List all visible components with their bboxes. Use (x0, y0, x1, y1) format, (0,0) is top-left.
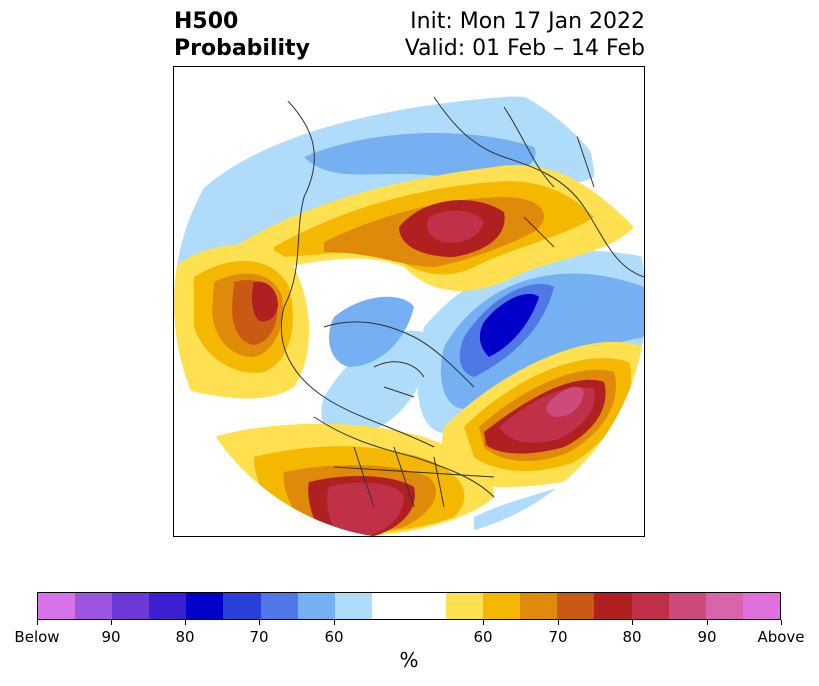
colorbar-segment (38, 593, 76, 619)
warm-us-core (327, 482, 404, 536)
colorbar-tick-label: 70 (249, 628, 269, 646)
colorbar-tick (483, 620, 484, 625)
colorbar-tick (334, 620, 335, 625)
colorbar-tick-label: 80 (622, 628, 642, 646)
warm-atlantic-peak (546, 386, 584, 417)
blue-core-east-deep (479, 294, 539, 357)
colorbar-segment (260, 593, 298, 619)
blue-core-north (304, 133, 536, 180)
colorbar-tick-label: Below (14, 628, 60, 646)
colorbar-segment (705, 593, 743, 619)
coastline-lines (280, 96, 644, 508)
colorbar-tick-label: 90 (697, 628, 717, 646)
colorbar-segment (371, 593, 447, 619)
title-variable: H500 (174, 9, 239, 34)
colorbar-tick (37, 620, 38, 625)
colorbar (37, 592, 781, 620)
colorbar-tick (781, 620, 782, 625)
colorbar-tick (259, 620, 260, 625)
colorbar-tick-label: 90 (101, 628, 121, 646)
colorbar-segment (483, 593, 521, 619)
colorbar-segment (742, 593, 780, 619)
colorbar-tick (185, 620, 186, 625)
colorbar-tick (632, 620, 633, 625)
colorbar-segment (223, 593, 261, 619)
valid-range: Valid: 01 Feb – 14 Feb (404, 36, 645, 61)
colorbar-tick-label: Above (757, 628, 805, 646)
colorbar-segment (297, 593, 335, 619)
colorbar-segment (446, 593, 484, 619)
colorbar-segment (668, 593, 706, 619)
colorbar-segment (112, 593, 150, 619)
init-date: Init: Mon 17 Jan 2022 (410, 9, 645, 34)
colorbar-tick (111, 620, 112, 625)
colorbar-tick (707, 620, 708, 625)
colorbar-tick-label: 60 (473, 628, 493, 646)
colorbar-segment (631, 593, 669, 619)
colorbar-tick-label: 70 (548, 628, 568, 646)
colorbar-segment (149, 593, 187, 619)
colorbar-segment (520, 593, 558, 619)
colorbar-segment (557, 593, 595, 619)
colorbar-segment (594, 593, 632, 619)
chart-title-right: Init: Mon 17 Jan 2022 Valid: 01 Feb – 14… (405, 8, 645, 62)
colorbar-segment (334, 593, 372, 619)
title-quantity: Probability (174, 36, 310, 61)
warm-eurasia-core (427, 210, 484, 243)
map-panel (173, 66, 645, 537)
colorbar-tick-label: 60 (324, 628, 344, 646)
blue-core-center (329, 296, 414, 367)
colorbar-tick-label: 80 (175, 628, 195, 646)
warm-pacific-core (251, 281, 278, 322)
colorbar-tick (558, 620, 559, 625)
colorbar-unit: % (399, 648, 419, 672)
colorbar-segment (186, 593, 224, 619)
colorbar-segment (75, 593, 113, 619)
probability-map (174, 67, 644, 536)
chart-title-left: H500 Probability (174, 8, 310, 62)
